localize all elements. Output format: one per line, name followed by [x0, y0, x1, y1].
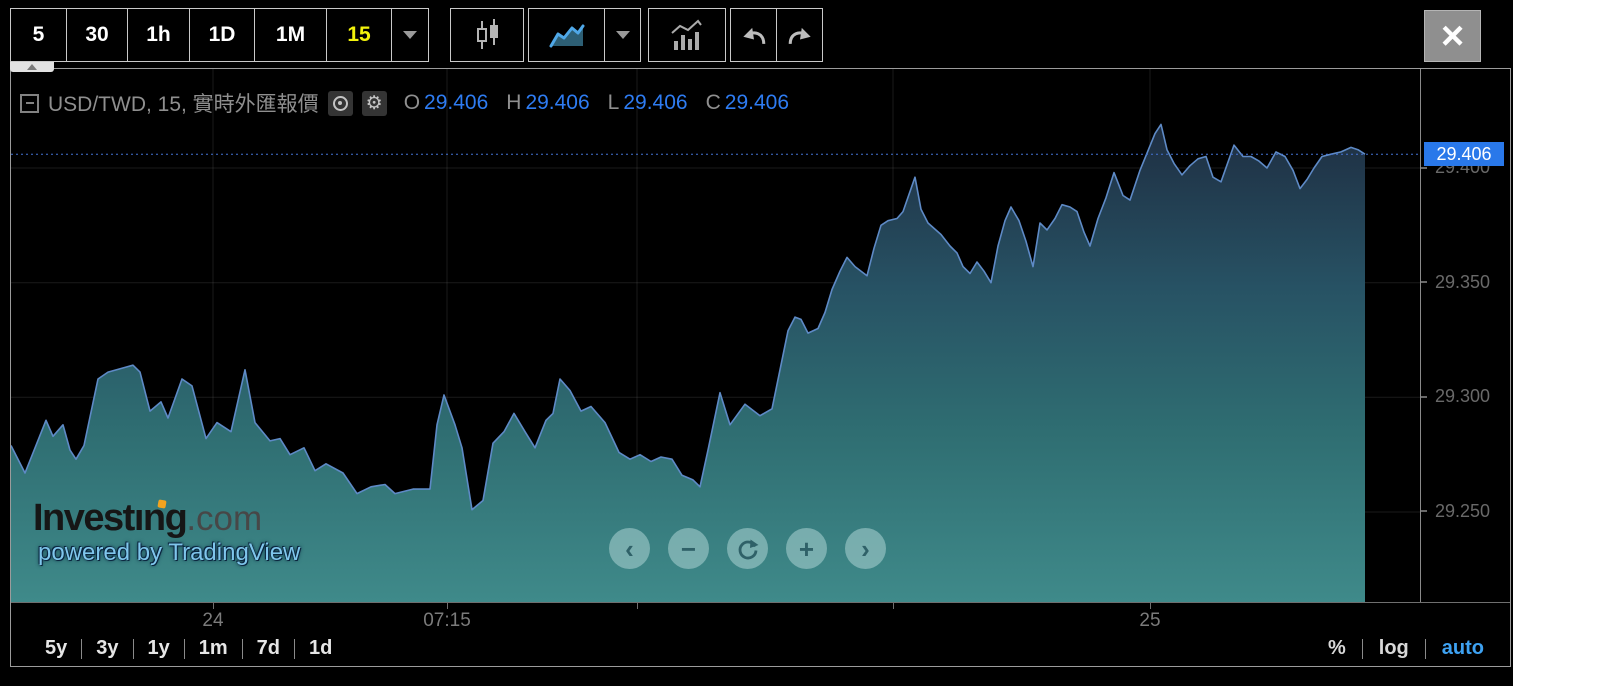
low-label: L: [607, 91, 620, 114]
range-3y[interactable]: 3y: [96, 637, 119, 659]
page-background-right: [1513, 0, 1600, 686]
history-group: [730, 8, 823, 62]
minus-icon: −: [680, 533, 697, 564]
price-tick-label: 29.300: [1421, 386, 1490, 407]
undo-icon: [742, 27, 765, 45]
plus-icon: +: [798, 533, 815, 564]
redo-button[interactable]: [776, 8, 823, 62]
time-tick-label: 25: [1139, 610, 1161, 631]
chevron-left-icon: ‹: [625, 533, 634, 564]
symbol-title: USD/TWD, 15, 實時外匯報價: [48, 93, 319, 116]
separator: [294, 638, 295, 659]
reset-view-button[interactable]: [727, 528, 768, 569]
low-value: 29.406: [623, 91, 688, 114]
range-1y[interactable]: 1y: [147, 637, 170, 659]
eye-icon[interactable]: [327, 90, 353, 116]
separator: [1361, 638, 1363, 659]
high-value: 29.406: [525, 91, 590, 114]
separator: [183, 638, 185, 659]
area-chart-icon: [549, 24, 584, 48]
range-1m[interactable]: 1m: [198, 637, 228, 659]
chart-header: USD/TWD, 15, 實時外匯報價 ⚙ O 29.406 H 29.406 …: [20, 89, 789, 117]
chart-panel: USD/TWD, 15, 實時外匯報價 ⚙ O 29.406 H 29.406 …: [10, 68, 1511, 667]
percent-scale-button[interactable]: %: [1327, 637, 1346, 659]
candlestick-icon: [477, 19, 498, 49]
interval-button-1h[interactable]: 1h: [127, 8, 190, 62]
separator: [241, 638, 243, 659]
range-5y[interactable]: 5y: [45, 637, 68, 659]
time-tick: [893, 603, 894, 609]
chart-nav-controls: ‹ − + ›: [609, 528, 886, 569]
price-tick-label: 29.350: [1421, 272, 1490, 293]
open-label: O: [403, 91, 421, 114]
scale-options: % log auto: [1312, 630, 1500, 667]
open-value: 29.406: [424, 91, 489, 114]
gear-icon[interactable]: ⚙: [361, 90, 387, 116]
interval-button-15-active[interactable]: 15: [326, 8, 392, 62]
time-axis[interactable]: 24 07:15 25: [11, 602, 1510, 631]
interval-button-1d[interactable]: 1D: [189, 8, 255, 62]
chart-type-dropdown-button[interactable]: [604, 8, 641, 62]
price-tick-label: 29.250: [1421, 501, 1490, 522]
current-price-tag: 29.406: [1424, 142, 1504, 167]
indicators-button[interactable]: [648, 8, 726, 62]
range-1d[interactable]: 1d: [309, 637, 333, 659]
separator: [81, 638, 83, 659]
pan-right-button[interactable]: ›: [845, 528, 886, 569]
interval-button-30[interactable]: 30: [66, 8, 128, 62]
refresh-icon: [738, 539, 758, 559]
candlestick-group: [450, 8, 524, 62]
interval-dropdown-button[interactable]: [391, 8, 429, 62]
time-tick-label: 07:15: [423, 610, 471, 631]
range-buttons: 5y 3y 1y 1m 7d 1d: [31, 630, 346, 667]
interval-toolbar: 5 30 1h 1D 1M 15: [10, 8, 429, 62]
interval-button-5[interactable]: 5: [10, 8, 67, 62]
interval-button-1m[interactable]: 1M: [254, 8, 327, 62]
zoom-in-button[interactable]: +: [786, 528, 827, 569]
close-button[interactable]: ×: [1424, 10, 1481, 62]
indicators-group: [648, 8, 726, 62]
area-chart-group: [528, 8, 641, 62]
time-tick: [1150, 603, 1151, 609]
chevron-down-icon: [615, 31, 630, 39]
price-axis[interactable]: 29.406 29.400 29.350 29.300 29.250: [1420, 69, 1510, 602]
price-area-chart: [11, 69, 1420, 602]
zoom-out-button[interactable]: −: [668, 528, 709, 569]
time-tick: [637, 603, 638, 609]
undo-button[interactable]: [730, 8, 777, 62]
close-value: 29.406: [724, 91, 789, 114]
separator: [132, 638, 134, 659]
collapse-icon[interactable]: [20, 93, 39, 113]
chevron-down-icon: [403, 31, 417, 39]
area-chart-button-active[interactable]: [528, 8, 605, 62]
time-tick: [447, 603, 448, 609]
brand-suffix: .com: [186, 499, 263, 538]
pan-left-button[interactable]: ‹: [609, 528, 650, 569]
toolbar-scroll-tab[interactable]: [10, 62, 54, 72]
time-tick-label: 24: [202, 610, 224, 631]
log-scale-button[interactable]: log: [1378, 637, 1409, 659]
candlestick-chart-button[interactable]: [450, 8, 524, 62]
close-label: C: [705, 91, 721, 114]
chart-plot[interactable]: [11, 69, 1420, 602]
powered-by-tradingview: powered by TradingView: [38, 539, 301, 566]
time-tick: [213, 603, 214, 609]
redo-icon: [788, 27, 811, 45]
auto-scale-button[interactable]: auto: [1441, 637, 1484, 659]
close-icon: ×: [1440, 14, 1465, 58]
chevron-up-icon: [27, 64, 37, 70]
separator: [1424, 638, 1426, 659]
investing-logo: Investıng.com: [33, 497, 262, 540]
indicators-icon: [671, 19, 702, 50]
high-label: H: [506, 91, 522, 114]
logo-orange-dot: [157, 499, 167, 509]
ohlc-values: O 29.406 H 29.406 L 29.406 C 29.406: [404, 91, 789, 115]
chevron-right-icon: ›: [861, 533, 870, 564]
range-toolbar: 5y 3y 1y 1m 7d 1d % log auto: [11, 630, 1510, 667]
range-7d[interactable]: 7d: [256, 637, 280, 659]
